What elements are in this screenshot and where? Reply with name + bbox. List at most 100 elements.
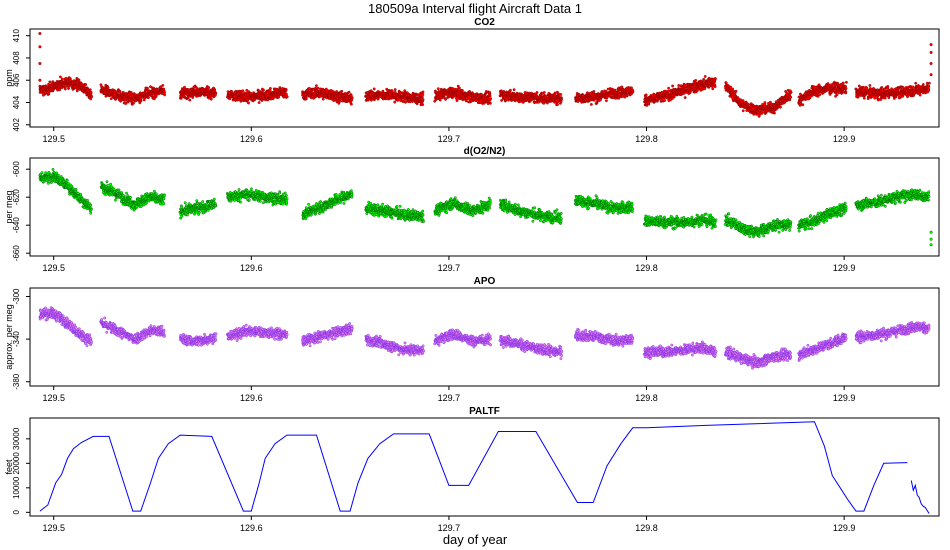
data-point bbox=[161, 83, 165, 87]
data-point bbox=[835, 93, 839, 97]
data-point bbox=[88, 88, 92, 92]
data-point bbox=[779, 105, 782, 109]
x-tick-label: 129.6 bbox=[240, 134, 263, 144]
data-segment-12 bbox=[854, 81, 931, 102]
data-point bbox=[188, 98, 192, 102]
data-point bbox=[117, 188, 121, 192]
data-point bbox=[77, 78, 81, 82]
data-point bbox=[304, 97, 308, 101]
data-point bbox=[556, 103, 559, 106]
data-point bbox=[338, 99, 342, 103]
plot-area bbox=[38, 168, 933, 247]
data-point bbox=[139, 97, 143, 101]
data-point bbox=[663, 99, 667, 102]
data-point bbox=[89, 203, 93, 207]
data-point bbox=[245, 88, 249, 92]
data-point bbox=[183, 85, 186, 89]
data-point bbox=[559, 96, 563, 100]
data-point bbox=[38, 31, 42, 36]
data-point bbox=[109, 97, 113, 101]
panel-title: CO2 bbox=[474, 17, 495, 28]
y-tick-label: -600 bbox=[12, 161, 21, 178]
data-point bbox=[74, 187, 78, 191]
data-point bbox=[886, 84, 890, 88]
data-point bbox=[106, 184, 110, 187]
data-point bbox=[121, 193, 125, 197]
data-point bbox=[801, 103, 805, 107]
data-point bbox=[921, 83, 925, 86]
data-point bbox=[894, 95, 898, 99]
data-point bbox=[187, 88, 191, 92]
data-point bbox=[162, 87, 166, 91]
data-point bbox=[79, 192, 83, 196]
plot-frame bbox=[29, 28, 940, 128]
data-point bbox=[927, 88, 931, 92]
data-point bbox=[694, 78, 698, 82]
data-point bbox=[59, 175, 63, 179]
data-point bbox=[887, 96, 891, 100]
data-point bbox=[789, 95, 793, 99]
data-point bbox=[420, 95, 424, 99]
data-point bbox=[598, 98, 602, 102]
data-point bbox=[739, 98, 743, 102]
data-point bbox=[118, 90, 122, 94]
data-point bbox=[195, 87, 199, 90]
data-point bbox=[927, 84, 931, 88]
data-point bbox=[512, 88, 516, 92]
x-tick-label: 129.7 bbox=[438, 134, 461, 144]
data-point bbox=[713, 85, 717, 88]
data-point bbox=[113, 198, 117, 202]
data-point bbox=[862, 96, 866, 100]
data-point bbox=[70, 184, 74, 188]
data-point bbox=[347, 90, 351, 94]
data-segment-11 bbox=[797, 80, 848, 107]
y-axis-label: ppm bbox=[4, 69, 14, 87]
data-segment-0 bbox=[38, 168, 93, 215]
data-point bbox=[436, 87, 440, 91]
data-point bbox=[106, 86, 110, 90]
y-tick-label: 402 bbox=[12, 118, 21, 132]
data-point bbox=[421, 90, 425, 94]
data-point bbox=[444, 97, 448, 101]
data-point bbox=[84, 83, 88, 87]
data-point bbox=[38, 45, 42, 49]
data-point bbox=[729, 85, 733, 89]
data-segment-0 bbox=[38, 75, 94, 101]
data-point bbox=[408, 100, 412, 104]
data-point bbox=[230, 90, 234, 94]
data-point bbox=[644, 93, 648, 97]
data-point bbox=[559, 93, 563, 96]
data-point bbox=[247, 101, 250, 105]
data-point bbox=[90, 95, 94, 99]
data-point bbox=[929, 73, 933, 77]
page-title: 180509a Interval flight Aircraft Data 1 bbox=[368, 1, 582, 16]
x-tick-label: 129.7 bbox=[438, 263, 461, 273]
data-point bbox=[38, 78, 42, 82]
data-point bbox=[763, 101, 767, 105]
data-point bbox=[647, 102, 651, 106]
data-point bbox=[163, 91, 167, 95]
data-segment-10 bbox=[724, 81, 793, 118]
data-point bbox=[789, 90, 793, 94]
data-point bbox=[207, 86, 211, 90]
data-point bbox=[741, 109, 745, 113]
data-point bbox=[731, 87, 735, 91]
data-point bbox=[314, 84, 318, 88]
data-point bbox=[457, 86, 461, 90]
data-point bbox=[66, 181, 70, 185]
data-point bbox=[253, 98, 257, 101]
data-point bbox=[421, 98, 425, 102]
data-point bbox=[489, 97, 493, 101]
data-point bbox=[772, 111, 776, 115]
data-point bbox=[451, 87, 455, 90]
data-point bbox=[179, 96, 183, 100]
data-point bbox=[734, 89, 738, 93]
data-point bbox=[865, 86, 869, 90]
data-point bbox=[393, 100, 397, 104]
x-tick-label: 129.8 bbox=[635, 263, 658, 273]
data-point bbox=[51, 168, 55, 171]
data-point bbox=[209, 97, 213, 101]
data-point bbox=[488, 101, 492, 105]
y-tick-label: 410 bbox=[12, 28, 21, 42]
